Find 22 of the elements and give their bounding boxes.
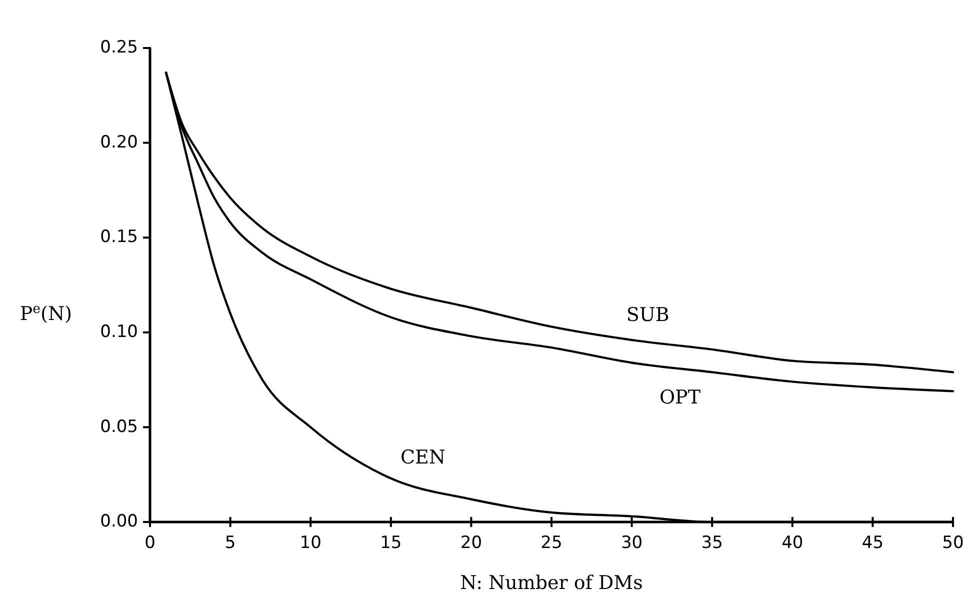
y-tick-label: 0.25 [100,38,138,58]
x-tick-label: 45 [862,533,884,553]
x-tick-label: 5 [224,533,236,553]
y-tick-label: 0.10 [100,322,138,342]
x-tick-label: 10 [300,533,322,553]
series-label: SUB [626,304,670,326]
x-tick-label: 0 [144,533,156,553]
x-tick-label: 35 [701,533,723,553]
series-label: OPT [659,386,701,408]
y-tick-label: 0.15 [100,227,138,248]
y-axis-title: P$^{e}$(N) [20,302,72,325]
x-axis-title: N: Number of DMs [460,572,643,594]
y-tick-label: 0.20 [100,132,138,152]
x-tick-label: 40 [782,533,804,553]
x-tick-label: 50 [942,533,964,553]
x-tick-label: 25 [540,533,562,553]
y-tick-label: 0.00 [100,512,138,532]
x-tick-label: 20 [460,533,482,553]
x-tick-label: 15 [380,533,402,553]
series-label: CEN [400,446,446,469]
x-tick-label: 30 [620,533,643,553]
y-tick-label: 0.05 [100,416,138,437]
